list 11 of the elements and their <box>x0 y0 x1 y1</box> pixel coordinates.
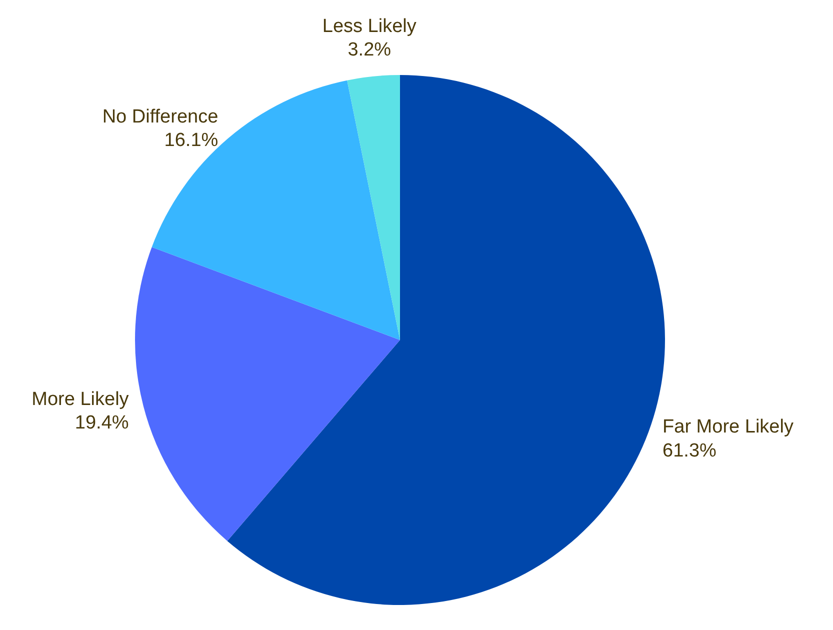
pie-slice <box>135 247 400 541</box>
slice-label: More Likely <box>32 388 130 410</box>
data-label: 3.2% <box>348 40 392 61</box>
data-label: 61.3% <box>662 440 717 462</box>
slice-label: Far More Likely <box>662 416 794 438</box>
pie-slice <box>227 75 665 605</box>
data-label: 16.1% <box>164 130 218 152</box>
data-label: 19.4% <box>74 412 129 434</box>
pie-slice <box>347 75 400 340</box>
slice-label: Less Likely <box>322 16 417 37</box>
slice-label: No Difference <box>102 106 218 128</box>
